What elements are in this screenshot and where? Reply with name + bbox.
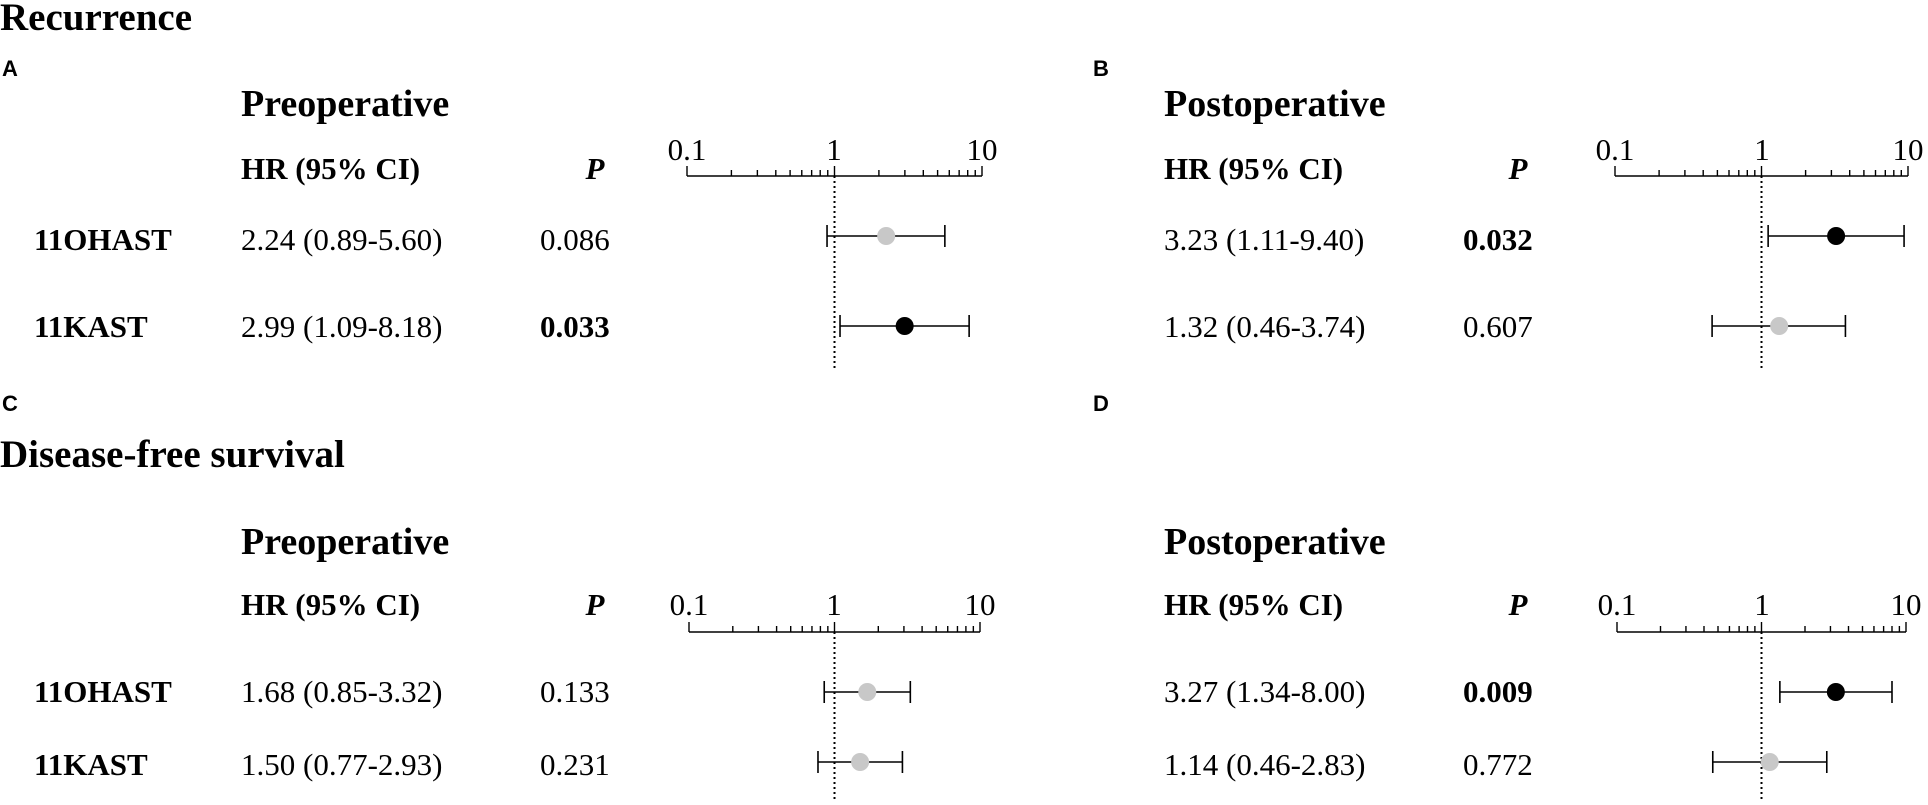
panel-d-p-header: P xyxy=(1508,587,1529,622)
panel-a-hr-point xyxy=(895,317,914,335)
panel-a-hr-header: HR (95% CI) xyxy=(241,151,420,186)
panel-a: A Preoperative HR (95% CI) P 0.1 1 10 11… xyxy=(2,56,998,344)
panel-d-title: Postoperative xyxy=(1164,521,1386,563)
panel-a-p-value: 0.033 xyxy=(540,309,610,344)
panel-a-tick-label: 1 xyxy=(826,132,842,167)
panel-a-title: Preoperative xyxy=(241,83,449,125)
panel-c-p-value: 0.133 xyxy=(540,674,610,709)
panel-b-tick-label: 10 xyxy=(1893,132,1924,167)
panel-d-hr-value: 1.14 (0.46-2.83) xyxy=(1164,747,1365,782)
panel-d-hr-value: 3.27 (1.34-8.00) xyxy=(1164,674,1365,709)
panel-c-p-header: P xyxy=(585,587,606,622)
panel-c: C Preoperative HR (95% CI) P 0.1 1 10 11… xyxy=(2,391,996,782)
panel-d-hr-point xyxy=(1826,683,1845,701)
panel-a-row-label: 11KAST xyxy=(34,309,148,344)
section-title-recurrence: Recurrence xyxy=(0,0,192,39)
panel-d-hr-point xyxy=(1760,753,1779,771)
panel-d-p-value: 0.772 xyxy=(1463,747,1533,782)
panel-c-p-value: 0.231 xyxy=(540,747,610,782)
panel-c-hr-header: HR (95% CI) xyxy=(241,587,420,622)
panel-d-tick-label: 0.1 xyxy=(1598,587,1637,622)
panel-b-tick-label: 1 xyxy=(1754,132,1770,167)
panel-a-row-label: 11OHAST xyxy=(34,222,172,257)
panel-a-p-value: 0.086 xyxy=(540,222,610,257)
panel-a-p-header: P xyxy=(585,151,606,186)
panel-letter-c: C xyxy=(2,391,18,416)
panel-d-hr-header: HR (95% CI) xyxy=(1164,587,1343,622)
panel-b-title: Postoperative xyxy=(1164,83,1386,125)
panel-c-tick-label: 1 xyxy=(826,587,842,622)
panel-a-tick-label: 0.1 xyxy=(668,132,707,167)
panel-b-p-header: P xyxy=(1508,151,1529,186)
panel-b-hr-header: HR (95% CI) xyxy=(1164,151,1343,186)
panel-d-tick-label: 10 xyxy=(1891,587,1922,622)
panel-a-hr-value: 2.99 (1.09-8.18) xyxy=(241,309,442,344)
panel-b-hr-value: 3.23 (1.11-9.40) xyxy=(1164,222,1364,257)
panel-a-hr-value: 2.24 (0.89-5.60) xyxy=(241,222,442,257)
panel-c-row-label: 11OHAST xyxy=(34,674,172,709)
forest-plot-marks xyxy=(686,166,1909,800)
panel-c-tick-label: 0.1 xyxy=(670,587,709,622)
panel-c-hr-value: 1.68 (0.85-3.32) xyxy=(241,674,442,709)
panel-c-row-label: 11KAST xyxy=(34,747,148,782)
panel-c-hr-point xyxy=(858,683,877,701)
panel-c-tick-label: 10 xyxy=(965,587,996,622)
panel-b: B Postoperative HR (95% CI) P 0.1 1 10 3… xyxy=(1093,56,1924,344)
panel-letter-a: A xyxy=(2,56,18,81)
panel-b-hr-value: 1.32 (0.46-3.74) xyxy=(1164,309,1365,344)
panel-b-p-value: 0.607 xyxy=(1463,309,1533,344)
panel-c-hr-value: 1.50 (0.77-2.93) xyxy=(241,747,442,782)
panel-letter-b: B xyxy=(1093,56,1109,81)
panel-a-hr-point xyxy=(877,227,896,245)
panel-b-hr-point xyxy=(1770,317,1789,335)
panel-letter-d: D xyxy=(1093,391,1109,416)
panel-d-p-value: 0.009 xyxy=(1463,674,1533,709)
panel-a-tick-label: 10 xyxy=(967,132,998,167)
panel-c-hr-point xyxy=(851,753,870,771)
panel-b-tick-label: 0.1 xyxy=(1596,132,1635,167)
panel-c-title: Preoperative xyxy=(241,521,449,563)
panel-d: D Postoperative HR (95% CI) P 0.1 1 10 3… xyxy=(1093,391,1922,782)
panel-b-hr-point xyxy=(1827,227,1846,245)
panel-d-tick-label: 1 xyxy=(1754,587,1770,622)
panel-b-p-value: 0.032 xyxy=(1463,222,1533,257)
section-title-dfs: Disease-free survival xyxy=(0,433,345,476)
